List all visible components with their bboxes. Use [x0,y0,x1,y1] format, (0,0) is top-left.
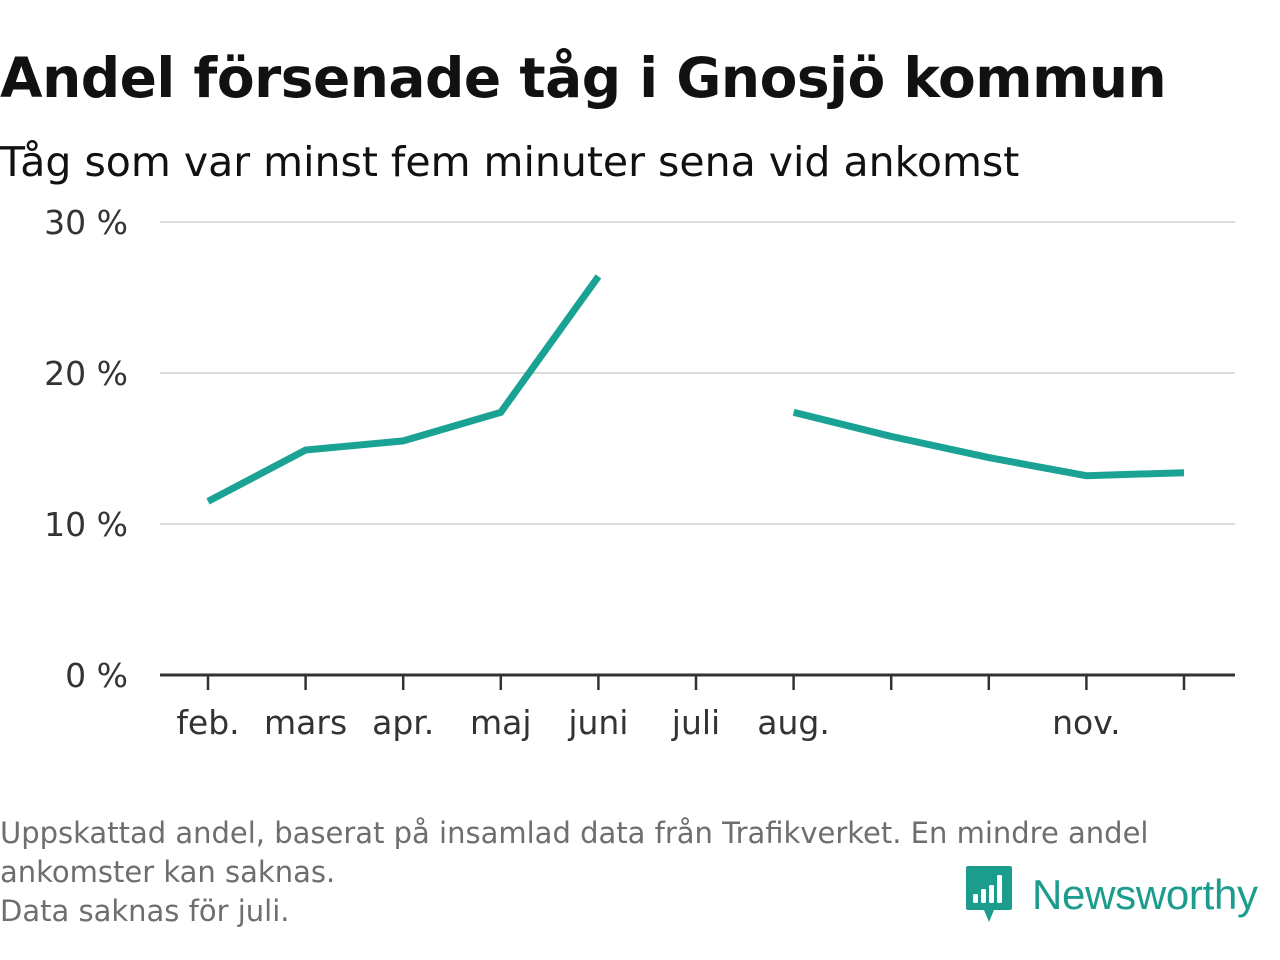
x-tick-label: maj [470,703,532,742]
x-tick-label: apr. [372,703,434,742]
y-tick-label: 0 % [65,656,128,695]
chart-title: Andel försenade tåg i Gnosjö kommun [0,46,1167,110]
series-lines [206,274,1185,505]
x-tick-label: mars [264,703,347,742]
chart-subtitle: Tåg som var minst fem minuter sena vid a… [0,138,1020,186]
newsworthy-logo-icon [966,866,1012,922]
y-tick-label: 20 % [44,354,128,393]
x-axis-labels: feb. mars apr. maj juni juli aug. nov. [176,703,1120,742]
x-tick-label: aug. [757,703,830,742]
footer-note: Uppskattad andel, baserat på insamlad da… [0,814,1149,931]
brand-name: Newsworthy [1032,871,1258,918]
series-line [206,274,602,505]
line-chart: 0 % 10 % 20 % 30 % feb. mars apr. maj juni juli a… [44,203,1235,742]
x-tick-label: feb. [176,703,239,742]
y-axis-labels: 0 % 10 % 20 % 30 % [44,203,128,695]
y-tick-label: 30 % [44,203,128,242]
footer-note-line-1: Uppskattad andel, baserat på insamlad da… [0,816,1149,850]
x-axis [160,673,1235,690]
footer-note-line-2: ankomster kan saknas. [0,855,336,889]
y-tick-label: 10 % [44,505,128,544]
brand: Newsworthy [964,862,1258,928]
footer-note-line-3: Data saknas för juli. [0,894,290,928]
gridlines [160,221,1235,525]
x-tick-label: juni [567,703,628,742]
series-line [792,408,1185,480]
x-tick-label: nov. [1052,703,1121,742]
x-tick-label: juli [671,703,720,742]
